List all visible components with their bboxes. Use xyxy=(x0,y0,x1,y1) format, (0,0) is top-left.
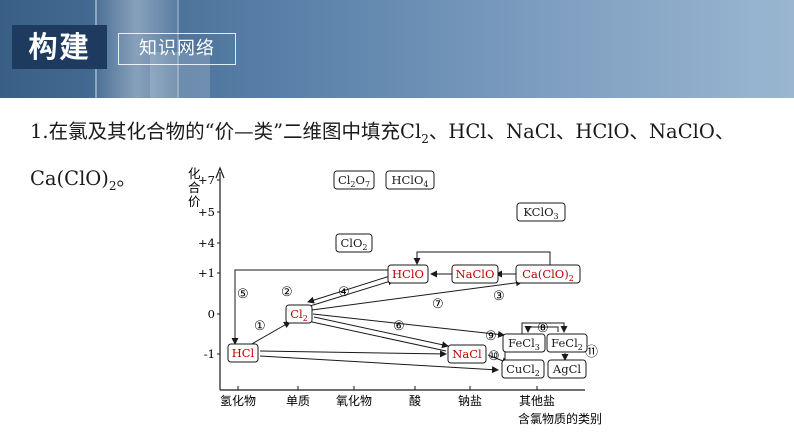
y-tick-plus5: +5 xyxy=(198,205,215,219)
box-nacl xyxy=(447,344,487,364)
step-label-7: ⑦ xyxy=(432,297,444,312)
box-naclo xyxy=(451,264,499,284)
arrow-6a xyxy=(313,316,449,349)
box-fecl3-label: FeCl3 xyxy=(508,336,540,352)
box-agcl xyxy=(547,359,587,379)
box-hcl-label: HCl xyxy=(232,346,255,360)
box-cl2o7-label: Cl2O7 xyxy=(338,173,370,189)
arrow-6b xyxy=(311,321,447,352)
arrow-5 xyxy=(231,269,388,345)
box-cl2-label: Cl2 xyxy=(290,307,308,323)
step-label-2: ② xyxy=(281,285,293,300)
question-part4: 。 xyxy=(116,166,137,190)
question-sub2: 2 xyxy=(108,178,117,193)
box-cl2o7 xyxy=(333,170,375,190)
box-naclo-label: NaClO xyxy=(456,267,495,281)
flask-decoration xyxy=(150,52,210,98)
question-part1: 1.在氯及其化合物的“价—类”二维图中填充Cl xyxy=(30,120,422,143)
box-hclo4-label: HClO4 xyxy=(391,173,428,189)
box-fecl2-label: FeCl2 xyxy=(551,336,583,352)
arrow-8b xyxy=(524,326,559,333)
box-fecl3 xyxy=(502,333,546,353)
step-label-8: ⑧ xyxy=(537,321,549,336)
question-text: 1.在氯及其化合物的“价—类”二维图中填充Cl2、HCl、NaCl、HClO、N… xyxy=(30,112,780,206)
box-caclo2-label: Ca(ClO)2 xyxy=(522,267,574,283)
step-label-1: ① xyxy=(254,319,266,334)
reaction-arrows xyxy=(231,251,569,374)
y-tick-plus1: +1 xyxy=(198,266,215,280)
box-hclo xyxy=(387,264,429,284)
box-hclo4 xyxy=(385,170,435,190)
x-category-acid: 酸 xyxy=(409,393,421,408)
box-clo2 xyxy=(335,233,373,253)
box-caclo2 xyxy=(515,264,581,284)
question-sub1: 2 xyxy=(421,131,429,146)
step-label-3: ③ xyxy=(493,289,505,304)
step-label-11: ⑪ xyxy=(585,345,598,360)
x-category-sodium-salt: 钠盐 xyxy=(458,393,482,408)
step-label-5: ⑤ xyxy=(237,287,249,302)
arrow-hcl-nacl xyxy=(259,350,447,358)
step-label-9: ⑨ xyxy=(485,329,497,344)
question-part2: 、HCl、NaCl、HClO、NaClO、 xyxy=(428,120,735,143)
step-label-4: ④ xyxy=(338,285,350,300)
box-cucl2-label: CuCl2 xyxy=(506,362,540,378)
arrow-1 xyxy=(249,321,291,346)
y-axis-label-char1: 化 xyxy=(188,166,201,181)
header-banner: 构建 知识网络 xyxy=(0,0,794,98)
y-tick-zero: 0 xyxy=(208,307,215,321)
box-hclo-label: HClO xyxy=(392,267,424,281)
x-categories: 氢化物 单质 氧化物 酸 钠盐 其他盐 xyxy=(220,386,555,408)
arrow-4 xyxy=(309,278,395,307)
box-clo2-label: ClO2 xyxy=(341,236,368,252)
section-title: 构建 xyxy=(12,25,107,69)
box-kclo3-label: KClO3 xyxy=(523,205,558,221)
y-ticks: +7 +5 +4 +1 0 -1 xyxy=(198,173,220,361)
arrow-8a xyxy=(521,322,568,336)
question-part3: Ca(ClO) xyxy=(30,166,109,190)
step-label-10: ⑩ xyxy=(488,349,500,364)
box-agcl-label: AgCl xyxy=(552,362,581,376)
x-category-other-salt: 其他盐 xyxy=(519,394,555,408)
step-labels: ① ② ③ ④ ⑤ ⑥ ⑦ ⑧ ⑨ ⑩ ⑪ xyxy=(237,285,598,364)
x-axis-label: 含氯物质的类别 xyxy=(518,411,602,426)
y-axis-arrow xyxy=(215,166,225,179)
beaker-decoration xyxy=(95,0,179,98)
x-category-hydride: 氢化物 xyxy=(220,393,256,408)
box-nacl-label: NaCl xyxy=(452,347,482,361)
compound-boxes: Cl2O7 HClO4 KClO3 ClO2 HClO NaClO Ca(ClO… xyxy=(227,170,588,379)
x-category-oxide: 氧化物 xyxy=(336,394,372,408)
step-label-6: ⑥ xyxy=(393,319,405,334)
arrow-7 xyxy=(312,313,505,338)
y-axis-label-char2: 合 xyxy=(188,180,201,195)
x-category-element: 单质 xyxy=(286,394,310,408)
y-tick-plus7: +7 xyxy=(198,173,215,187)
box-fecl2 xyxy=(546,333,588,353)
arrow-hcl-cucl2 xyxy=(259,355,499,374)
valence-class-diagram: 化 合 价 +7 +5 +4 +1 0 -1 氢化物 单质 氧化物 酸 钠盐 其… xyxy=(188,166,602,426)
box-kclo3 xyxy=(516,202,566,222)
box-cl2 xyxy=(285,304,313,324)
box-hcl xyxy=(227,343,259,363)
y-tick-plus4: +4 xyxy=(198,236,215,250)
arrow-loop-top xyxy=(413,251,551,266)
section-subtitle: 知识网络 xyxy=(118,33,236,65)
arrow-2 xyxy=(307,275,391,304)
y-axis-label-char3: 价 xyxy=(188,194,201,209)
arrow-3 xyxy=(311,279,523,311)
y-tick-minus1: -1 xyxy=(204,347,215,361)
box-cucl2 xyxy=(501,359,545,379)
